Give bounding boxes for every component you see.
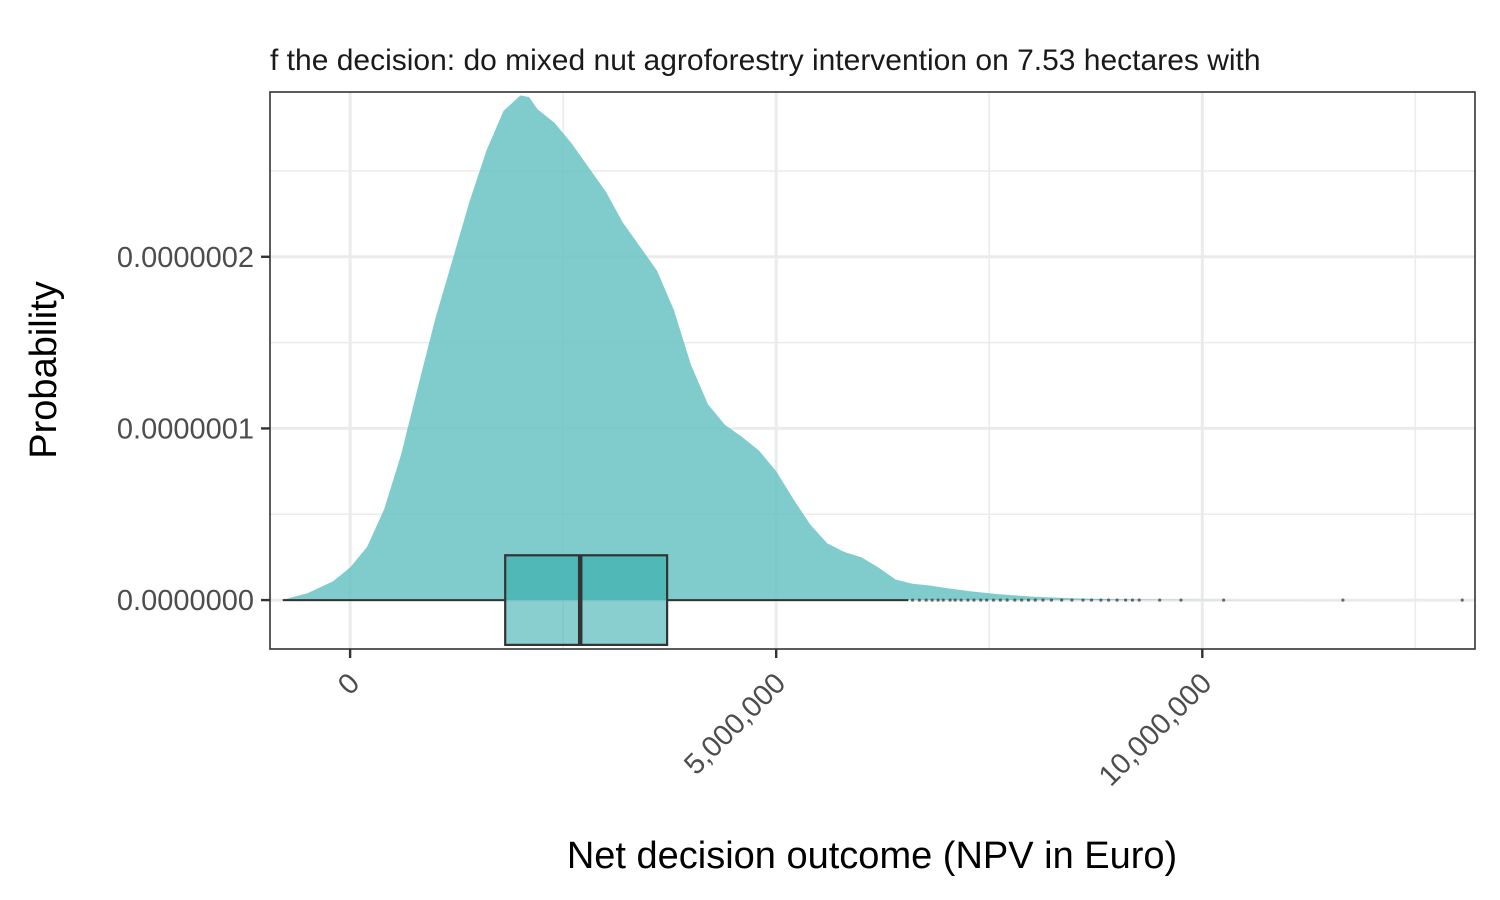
outlier-point bbox=[1081, 598, 1085, 602]
y-axis-title: Probability bbox=[23, 281, 65, 458]
density-area bbox=[281, 95, 1458, 601]
x-tick-label: 10,000,000 bbox=[1093, 667, 1218, 792]
plot-border bbox=[269, 91, 1476, 650]
y-tick-label: 0.0000001 bbox=[117, 413, 254, 445]
outlier-point bbox=[1179, 598, 1183, 602]
outlier-point bbox=[948, 598, 952, 602]
outlier-point bbox=[1099, 598, 1103, 602]
outlier-point bbox=[1124, 598, 1128, 602]
outlier-point bbox=[936, 598, 940, 602]
x-tick-label: 0 bbox=[332, 667, 366, 701]
outlier-point bbox=[998, 598, 1002, 602]
outlier-point bbox=[991, 598, 996, 602]
chart-title: f the decision: do mixed nut agroforestr… bbox=[270, 44, 1261, 77]
box-iqr bbox=[504, 554, 669, 646]
outlier-point bbox=[1020, 598, 1024, 602]
outlier-point bbox=[924, 598, 928, 602]
outlier-point bbox=[1137, 598, 1141, 602]
outlier-point bbox=[979, 598, 983, 602]
outlier-point bbox=[966, 598, 970, 602]
outlier-point bbox=[985, 598, 989, 602]
outlier-point bbox=[1041, 598, 1045, 602]
outlier-point bbox=[1158, 598, 1162, 602]
outlier-points bbox=[910, 598, 1464, 602]
outlier-point bbox=[1341, 598, 1345, 602]
y-tick-label: 0.0000002 bbox=[117, 242, 254, 274]
outlier-point bbox=[910, 598, 915, 602]
y-tick-label: 0.0000000 bbox=[117, 585, 254, 617]
outlier-point bbox=[959, 598, 963, 602]
outlier-point bbox=[1070, 598, 1074, 602]
boxplot bbox=[282, 554, 909, 646]
x-axis-title: Net decision outcome (NPV in Euro) bbox=[567, 835, 1177, 877]
outlier-point bbox=[1060, 598, 1064, 602]
outlier-point bbox=[1089, 598, 1094, 602]
x-axis: 0 5,000,000 10,000,000 bbox=[332, 649, 1218, 793]
outlier-point bbox=[1005, 598, 1009, 602]
outlier-point bbox=[1106, 598, 1111, 602]
outlier-point bbox=[1026, 598, 1031, 602]
outlier-point bbox=[1115, 598, 1119, 602]
outlier-point bbox=[1049, 598, 1054, 602]
outlier-point bbox=[1130, 598, 1135, 602]
outlier-point bbox=[1013, 598, 1017, 602]
x-tick-label: 5,000,000 bbox=[678, 667, 792, 781]
outlier-point bbox=[972, 598, 976, 602]
outlier-point bbox=[953, 598, 957, 602]
outlier-point bbox=[930, 598, 934, 602]
outlier-point bbox=[1033, 598, 1037, 602]
outlier-point bbox=[941, 598, 945, 602]
outlier-point bbox=[1460, 598, 1464, 602]
outlier-point bbox=[917, 598, 921, 602]
outlier-point bbox=[1222, 598, 1226, 602]
y-axis: 0.0000000 0.0000001 0.0000002 bbox=[117, 242, 270, 617]
